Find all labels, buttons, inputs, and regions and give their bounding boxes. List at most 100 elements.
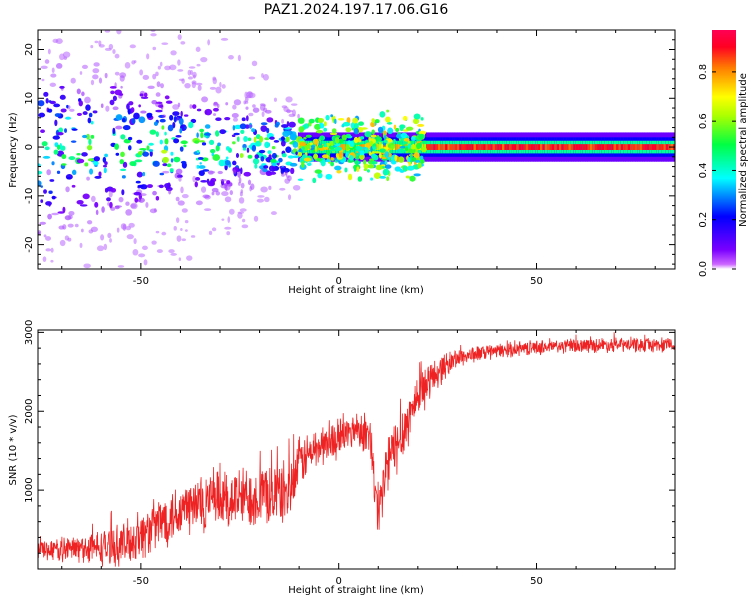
spectral-band-segment	[661, 144, 664, 150]
spectral-blob	[397, 156, 405, 163]
spectral-blob	[115, 125, 123, 130]
spectral-blob	[155, 92, 161, 97]
spectral-blob	[41, 338, 44, 341]
spectral-band-segment	[632, 144, 636, 150]
spectral-band-segment	[516, 144, 520, 150]
spectral-blob	[260, 156, 265, 162]
spectral-band-segment	[473, 144, 477, 150]
spectral-blob	[384, 151, 390, 158]
spectral-blob	[262, 168, 268, 173]
spectral-band-segment	[423, 144, 427, 150]
spectral-blob	[259, 135, 264, 143]
spectral-blob	[101, 206, 105, 213]
spectral-blob	[161, 42, 169, 46]
spectral-blob	[86, 133, 90, 140]
spectrogram-xlabel: Height of straight line (km)	[288, 285, 424, 296]
spectral-blob	[242, 143, 247, 150]
spectral-blob	[98, 171, 102, 177]
spectral-blob	[139, 148, 147, 151]
spectral-blob	[93, 156, 101, 162]
spectral-blob	[181, 193, 189, 199]
spectral-blob	[323, 127, 328, 132]
spectral-blob	[233, 132, 240, 136]
spectral-blob	[198, 165, 206, 169]
spectral-blob	[180, 160, 187, 164]
spectral-blob	[290, 167, 295, 174]
spectral-band-segment	[649, 144, 653, 150]
spectral-blob	[195, 176, 201, 181]
spectral-blob	[413, 113, 421, 120]
spectral-blob	[68, 210, 75, 216]
spectral-blob	[62, 206, 66, 213]
spectral-blob	[122, 125, 131, 131]
spectrogram-frame	[37, 29, 676, 270]
spectral-blob	[47, 108, 53, 113]
spectral-blob	[69, 108, 75, 112]
spectral-blob	[219, 129, 227, 135]
spectral-blob	[86, 144, 93, 151]
spectral-blob	[40, 199, 44, 203]
spectral-blob	[116, 227, 120, 233]
spectral-blob	[159, 118, 166, 123]
spectral-blob	[227, 216, 231, 224]
spectral-blob	[62, 287, 65, 292]
y-tick-label: 1000	[24, 477, 35, 502]
spectral-blob	[234, 124, 242, 130]
spectral-blob	[88, 112, 93, 118]
spectral-blob	[383, 139, 388, 143]
spectral-blob	[244, 96, 249, 102]
spectral-blob	[260, 125, 268, 132]
colorbar-gradient	[712, 30, 736, 269]
spectral-blob	[162, 163, 168, 167]
spectral-blob	[369, 140, 374, 146]
spectral-blob	[386, 121, 393, 125]
snr-ylabel: SNR (10 * v/v)	[8, 414, 19, 485]
spectral-blob	[268, 154, 272, 160]
spectral-blob	[112, 95, 117, 102]
spectral-blob	[353, 136, 359, 144]
spectral-blob	[224, 116, 231, 121]
spectral-band-segment	[480, 144, 484, 150]
spectral-blob	[212, 113, 217, 117]
spectral-blob	[107, 232, 112, 239]
spectral-blob	[135, 180, 141, 184]
spectral-blob	[370, 177, 374, 181]
spectral-blob	[411, 157, 417, 162]
spectral-band-segment	[511, 144, 515, 150]
spectral-blob	[112, 127, 116, 135]
spectral-blob	[221, 84, 226, 89]
spectral-blob	[190, 235, 196, 238]
spectral-blob	[221, 218, 225, 221]
spectral-blob	[220, 178, 227, 182]
spectral-blob	[389, 150, 392, 154]
spectral-blob	[217, 170, 223, 175]
spectral-band-segment	[426, 144, 429, 150]
spectral-blob	[200, 180, 208, 183]
spectral-blob	[204, 208, 212, 212]
spectral-blob	[237, 171, 242, 178]
spectral-blob	[247, 179, 252, 186]
spectral-blob	[207, 39, 211, 46]
spectral-blob	[103, 5, 107, 8]
spectral-blob	[309, 142, 314, 145]
spectrogram-x-ticks: -50 0 50	[61, 30, 656, 287]
spectral-blob	[98, 44, 105, 48]
spectral-band-segment	[656, 144, 660, 150]
spectral-blob	[119, 75, 125, 82]
spectral-blob	[252, 104, 256, 108]
spectral-band-segment	[456, 144, 460, 150]
spectral-blob	[357, 126, 364, 133]
spectral-blob	[348, 155, 354, 161]
spectral-blob	[316, 129, 324, 134]
spectral-blob	[337, 117, 345, 121]
spectral-blob	[225, 146, 230, 151]
spectral-band-segment	[530, 144, 534, 150]
spectral-blob	[195, 46, 201, 52]
spectral-band-segment	[430, 144, 434, 150]
spectral-blob	[370, 134, 377, 138]
spectral-blob	[80, 228, 84, 233]
spectral-blob	[390, 145, 395, 149]
spectral-blob	[55, 62, 63, 69]
spectral-blob	[93, 62, 100, 67]
spectral-blob	[266, 172, 273, 176]
